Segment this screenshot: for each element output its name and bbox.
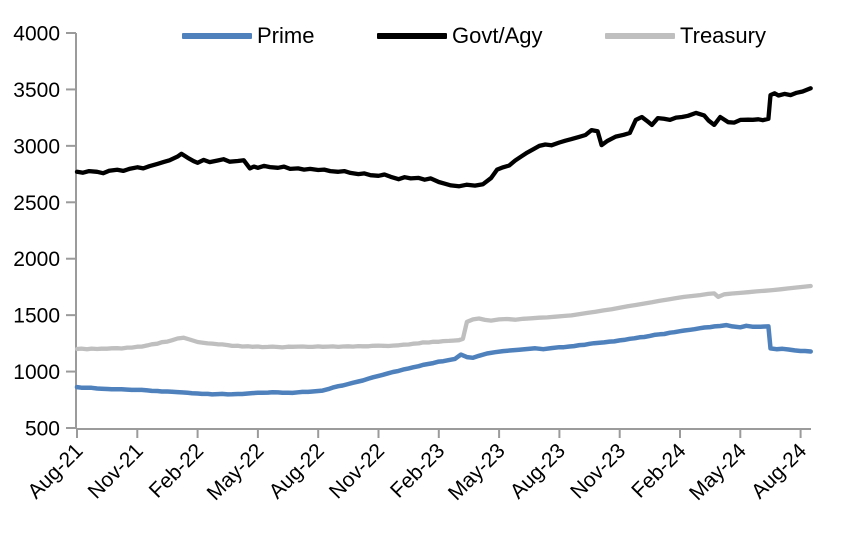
x-tick-label: Aug-24 xyxy=(747,439,811,503)
x-tick-label: Nov-22 xyxy=(325,439,389,503)
y-tick-label: 1000 xyxy=(13,361,60,384)
x-tick-label: Feb-23 xyxy=(386,439,449,502)
legend-item-govt-agy: Govt/Agy xyxy=(377,22,542,50)
x-tick-label: Aug-21 xyxy=(23,439,87,503)
series-line-treasury xyxy=(74,283,813,352)
x-tick-label: May-24 xyxy=(685,439,751,505)
legend-item-prime: Prime xyxy=(182,22,314,50)
legend-label-prime: Prime xyxy=(257,23,315,48)
x-tick-label: May-23 xyxy=(444,439,510,505)
y-tick-label: 500 xyxy=(25,418,60,441)
y-tick-label: 3500 xyxy=(13,79,60,102)
legend-item-treasury: Treasury xyxy=(605,22,766,50)
x-tick-label: Feb-24 xyxy=(627,439,691,503)
x-tick-label: Nov-21 xyxy=(84,439,148,503)
x-tick-label: Aug-23 xyxy=(506,439,570,503)
x-tick-label: Feb-22 xyxy=(145,439,208,502)
y-tick-label: 1500 xyxy=(13,305,60,328)
y-tick-label: 3000 xyxy=(13,135,60,158)
govt-agy-line-swatch xyxy=(377,33,447,39)
legend-label-govt-agy: Govt/Agy xyxy=(452,23,543,48)
x-tick-label: May-22 xyxy=(203,439,269,505)
y-tick-label: 4000 xyxy=(13,23,60,46)
x-tick-label: Aug-22 xyxy=(265,439,329,503)
series-line-prime xyxy=(74,322,813,397)
legend-label-treasury: Treasury xyxy=(680,23,766,48)
prime-line-swatch xyxy=(182,33,252,39)
series-line-govt-agy xyxy=(74,86,813,189)
y-tick-label: 2000 xyxy=(13,248,60,271)
x-tick-label: Nov-23 xyxy=(566,439,630,503)
treasury-line-swatch xyxy=(605,33,675,39)
y-tick-label: 2500 xyxy=(13,192,60,215)
